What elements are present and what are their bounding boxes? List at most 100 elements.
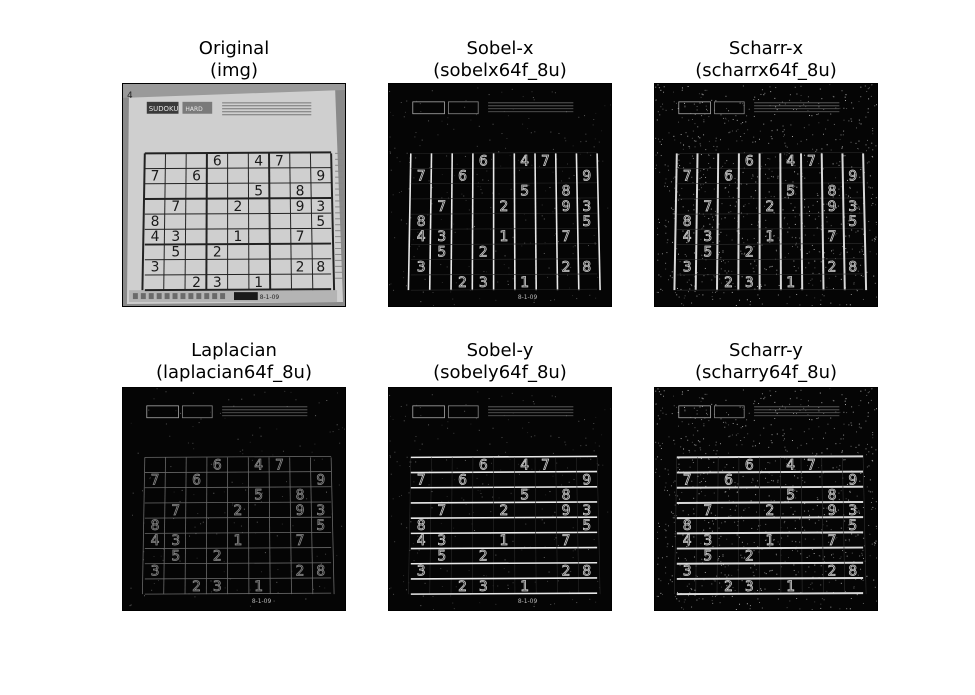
sudoku-digit: 1 bbox=[234, 229, 243, 245]
sudoku-digit: 3 bbox=[745, 579, 754, 595]
sudoku-digit: 6 bbox=[724, 168, 733, 184]
sudoku-digit: 1 bbox=[520, 275, 529, 291]
sudoku-digit: 7 bbox=[562, 533, 571, 549]
sudoku-digit: 8 bbox=[848, 260, 857, 276]
sudoku-digit: 9 bbox=[582, 472, 591, 488]
sudoku-digit: 9 bbox=[562, 199, 571, 215]
sudoku-digit: 2 bbox=[766, 199, 775, 215]
sudoku-digit: 4 bbox=[786, 457, 795, 473]
sudoku-digit: 7 bbox=[828, 229, 837, 245]
sudoku-digit: 7 bbox=[541, 457, 550, 473]
svg-text:4: 4 bbox=[127, 91, 133, 101]
sudoku-digit: 5 bbox=[254, 184, 263, 200]
svg-text:8-1-09: 8-1-09 bbox=[518, 294, 538, 301]
sudoku-digit: 7 bbox=[437, 199, 446, 215]
sudoku-digit: 9 bbox=[828, 503, 837, 519]
sudoku-digit: 1 bbox=[786, 275, 795, 291]
sudoku-digit: 6 bbox=[479, 153, 488, 169]
sudoku-digit: 7 bbox=[683, 168, 692, 184]
sudoku-digit: 4 bbox=[151, 533, 160, 549]
sudoku-digit: 5 bbox=[582, 214, 591, 230]
sudoku-digit: 3 bbox=[417, 260, 426, 276]
sudoku-digit: 7 bbox=[275, 153, 284, 169]
sudoku-digit: 8 bbox=[417, 518, 426, 534]
sudoku-digit: 2 bbox=[479, 548, 488, 564]
sudoku-digit: 3 bbox=[848, 199, 857, 215]
sudoku-digit: 2 bbox=[213, 548, 222, 564]
sudoku-digit: 8 bbox=[683, 214, 692, 230]
sudoku-digit: 5 bbox=[171, 548, 180, 564]
sudoku-digit: 2 bbox=[500, 503, 509, 519]
sudoku-digit: 2 bbox=[213, 244, 222, 260]
sudoku-digit: 2 bbox=[296, 564, 305, 580]
image-sobel-x: 8-1-09 6 4 7 7 6 9 5 8 7 2 9 3 8 5 4 3 1 7 5 2 3 2 8 2 3 1 bbox=[388, 83, 612, 307]
sudoku-digit: 8 bbox=[683, 518, 692, 534]
sudoku-digit: 2 bbox=[724, 579, 733, 595]
sudoku-digit: 5 bbox=[437, 548, 446, 564]
sudoku-digit: 6 bbox=[745, 153, 754, 169]
panel-title: Sobel-y bbox=[466, 340, 534, 361]
sudoku-digit: 9 bbox=[828, 199, 837, 215]
sudoku-digit: 8 bbox=[316, 260, 325, 276]
sudoku-digit: 2 bbox=[828, 564, 837, 580]
sudoku-digit: 4 bbox=[151, 229, 160, 245]
sudoku-digit: 1 bbox=[500, 229, 509, 245]
sudoku-digit: 9 bbox=[582, 168, 591, 184]
sudoku-digit: 4 bbox=[520, 153, 529, 169]
sudoku-digit: 2 bbox=[745, 548, 754, 564]
sudoku-digit: 3 bbox=[316, 503, 325, 519]
panel-subtitle: (sobely64f_8u) bbox=[433, 362, 567, 383]
sudoku-digit: 5 bbox=[254, 488, 263, 504]
sudoku-digit: 9 bbox=[316, 472, 325, 488]
sudoku-digit: 7 bbox=[562, 229, 571, 245]
sudoku-digit: 2 bbox=[192, 275, 201, 291]
sudoku-digit: 3 bbox=[171, 533, 180, 549]
sudoku-digit: 9 bbox=[296, 503, 305, 519]
sudoku-digit: 8 bbox=[151, 214, 160, 230]
sudoku-digit: 8 bbox=[296, 488, 305, 504]
sudoku-digit: 1 bbox=[766, 229, 775, 245]
sudoku-digit: 3 bbox=[582, 503, 591, 519]
sudoku-digit: 7 bbox=[828, 533, 837, 549]
sudoku-digit: 7 bbox=[296, 229, 305, 245]
sudoku-digit: 2 bbox=[192, 579, 201, 595]
sudoku-digit: 2 bbox=[458, 579, 467, 595]
sudoku-digit: 6 bbox=[213, 153, 222, 169]
sudoku-digit: 4 bbox=[683, 229, 692, 245]
sudoku-digit: 3 bbox=[745, 275, 754, 291]
sudoku-digit: 3 bbox=[582, 199, 591, 215]
sudoku-digit: 5 bbox=[786, 184, 795, 200]
sudoku-digit: 7 bbox=[437, 503, 446, 519]
sudoku-digit: 2 bbox=[234, 503, 243, 519]
sudoku-digit: 6 bbox=[458, 472, 467, 488]
sudoku-digit: 7 bbox=[807, 153, 816, 169]
sudoku-digit: 3 bbox=[479, 275, 488, 291]
sudoku-digit: 6 bbox=[458, 168, 467, 184]
sudoku-digit: 6 bbox=[479, 457, 488, 473]
sudoku-digit: 9 bbox=[848, 472, 857, 488]
panel-title: Scharr-x bbox=[728, 38, 804, 59]
sudoku-digit: 9 bbox=[562, 503, 571, 519]
sudoku-digit: 2 bbox=[562, 260, 571, 276]
sudoku-digit: 1 bbox=[766, 533, 775, 549]
sudoku-digit: 2 bbox=[745, 244, 754, 260]
panel-subtitle: (scharrx64f_8u) bbox=[695, 60, 837, 81]
sudoku-digit: 7 bbox=[703, 199, 712, 215]
sudoku-digit: 5 bbox=[520, 488, 529, 504]
sudoku-digit: 8 bbox=[582, 260, 591, 276]
sudoku-digit: 5 bbox=[848, 518, 857, 534]
sudoku-digit: 9 bbox=[316, 168, 325, 184]
sudoku-digit: 2 bbox=[766, 503, 775, 519]
sudoku-digit: 8 bbox=[828, 488, 837, 504]
sudoku-digit: 7 bbox=[296, 533, 305, 549]
svg-text:8-1-09: 8-1-09 bbox=[252, 598, 272, 605]
sudoku-digit: 8 bbox=[828, 184, 837, 200]
sudoku-digit: 8 bbox=[417, 214, 426, 230]
sudoku-digit: 7 bbox=[275, 457, 284, 473]
sudoku-digit: 8 bbox=[562, 488, 571, 504]
sudoku-digit: 6 bbox=[192, 168, 201, 184]
sudoku-digit: 5 bbox=[316, 214, 325, 230]
sudoku-digit: 2 bbox=[234, 199, 243, 215]
